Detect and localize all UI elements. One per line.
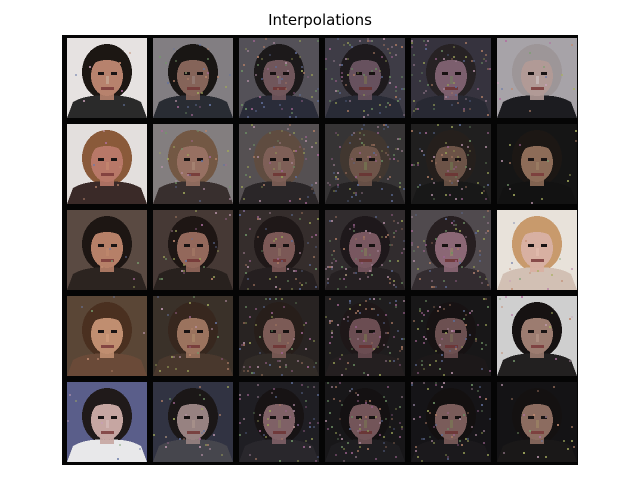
- interpolation-image: [411, 210, 491, 290]
- interpolation-image: [239, 296, 319, 376]
- interpolation-image: [325, 296, 405, 376]
- interpolation-image: [325, 38, 405, 118]
- interpolation-image: [239, 210, 319, 290]
- interpolation-image: [325, 382, 405, 462]
- interpolation-image: [153, 210, 233, 290]
- interpolation-image: [411, 124, 491, 204]
- interpolation-image: [497, 210, 577, 290]
- interpolation-image: [67, 124, 147, 204]
- figure-title: Interpolations: [268, 11, 372, 29]
- interpolation-image: [153, 124, 233, 204]
- interpolation-image: [153, 296, 233, 376]
- interpolation-image: [67, 382, 147, 462]
- interpolation-image: [497, 38, 577, 118]
- interpolation-image: [325, 124, 405, 204]
- interpolation-image: [153, 38, 233, 118]
- interpolation-image: [67, 210, 147, 290]
- interpolation-image: [497, 382, 577, 462]
- interpolation-image: [325, 210, 405, 290]
- interpolation-image: [153, 382, 233, 462]
- interpolation-image: [239, 382, 319, 462]
- interpolation-image: [497, 296, 577, 376]
- interpolation-image: [497, 124, 577, 204]
- interpolation-image: [411, 38, 491, 118]
- interpolation-image: [67, 296, 147, 376]
- interpolation-grid: [62, 35, 578, 465]
- interpolation-image: [239, 124, 319, 204]
- interpolation-image: [411, 382, 491, 462]
- interpolation-image: [67, 38, 147, 118]
- interpolation-image: [239, 38, 319, 118]
- interpolation-image: [411, 296, 491, 376]
